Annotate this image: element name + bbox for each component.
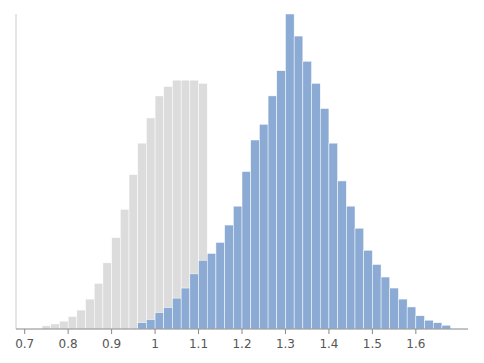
x-tick xyxy=(198,329,199,334)
bar xyxy=(146,320,155,329)
x-tick-label: 0.9 xyxy=(102,337,121,351)
x-tick-label: 1.5 xyxy=(363,337,382,351)
bar xyxy=(442,325,451,329)
bar xyxy=(233,206,242,329)
bar xyxy=(207,253,216,329)
bars xyxy=(42,14,451,329)
bar xyxy=(190,80,199,329)
bar xyxy=(312,83,321,329)
bar xyxy=(329,143,338,329)
bar xyxy=(138,323,147,329)
x-tick xyxy=(111,329,112,334)
bar xyxy=(112,238,121,329)
x-tick-label: 0.7 xyxy=(15,337,34,351)
bar xyxy=(155,96,164,329)
bar xyxy=(146,118,155,329)
x-tick-label: 0.8 xyxy=(59,337,78,351)
bar xyxy=(242,172,251,330)
x-ticks: 0.7 0.8 0.9 1 1.1 1.2 1.3 1.4 1.5 1.6 xyxy=(15,329,425,351)
bar xyxy=(199,83,208,329)
bar xyxy=(164,308,173,329)
bar xyxy=(172,298,181,329)
bar xyxy=(390,288,399,329)
x-tick-label: 1.1 xyxy=(189,337,208,351)
bar xyxy=(94,283,103,329)
x-tick xyxy=(328,329,329,334)
bar xyxy=(303,61,312,329)
bar xyxy=(372,264,381,329)
x-tick xyxy=(24,329,25,334)
bar xyxy=(294,36,303,329)
bar xyxy=(277,71,286,329)
x-tick-label: 1.4 xyxy=(319,337,338,351)
bar xyxy=(355,228,364,329)
bar xyxy=(407,307,416,329)
bar xyxy=(398,299,407,329)
bar xyxy=(199,260,208,329)
y-axis-line xyxy=(16,14,17,329)
bar xyxy=(51,324,60,329)
bar xyxy=(172,80,181,329)
bar xyxy=(259,124,268,329)
series-bars xyxy=(138,14,451,329)
x-tick-label: 1.3 xyxy=(276,337,295,351)
bar xyxy=(138,143,147,329)
bar xyxy=(216,242,225,329)
bar xyxy=(129,175,138,329)
bar xyxy=(68,316,77,329)
bar xyxy=(320,109,329,330)
bar xyxy=(181,288,190,329)
bar xyxy=(164,86,173,329)
x-tick-label: 1 xyxy=(151,337,159,351)
bar xyxy=(425,320,434,329)
x-tick-label: 1.6 xyxy=(406,337,425,351)
bar xyxy=(268,96,277,329)
bar xyxy=(181,80,190,329)
bar xyxy=(225,225,234,329)
bar xyxy=(285,14,294,329)
bar xyxy=(346,206,355,329)
bar xyxy=(59,321,68,329)
bar xyxy=(120,209,129,329)
bar xyxy=(190,274,199,329)
chart: 0.7 0.8 0.9 1 1.1 1.2 1.3 1.4 1.5 1.6 xyxy=(0,0,484,363)
x-tick xyxy=(415,329,416,334)
x-tick xyxy=(155,329,156,334)
x-tick xyxy=(285,329,286,334)
x-tick xyxy=(242,329,243,334)
bar xyxy=(86,299,95,329)
bar xyxy=(338,181,347,329)
bar xyxy=(364,250,373,329)
x-tick-label: 1.2 xyxy=(232,337,251,351)
series-bars xyxy=(42,80,233,329)
bar xyxy=(251,140,260,329)
bar xyxy=(103,263,112,329)
bar xyxy=(77,310,86,329)
bar xyxy=(416,316,425,329)
x-tick xyxy=(68,329,69,334)
bar xyxy=(433,323,442,329)
bar xyxy=(155,313,164,329)
x-tick xyxy=(372,329,373,334)
bar xyxy=(381,277,390,329)
